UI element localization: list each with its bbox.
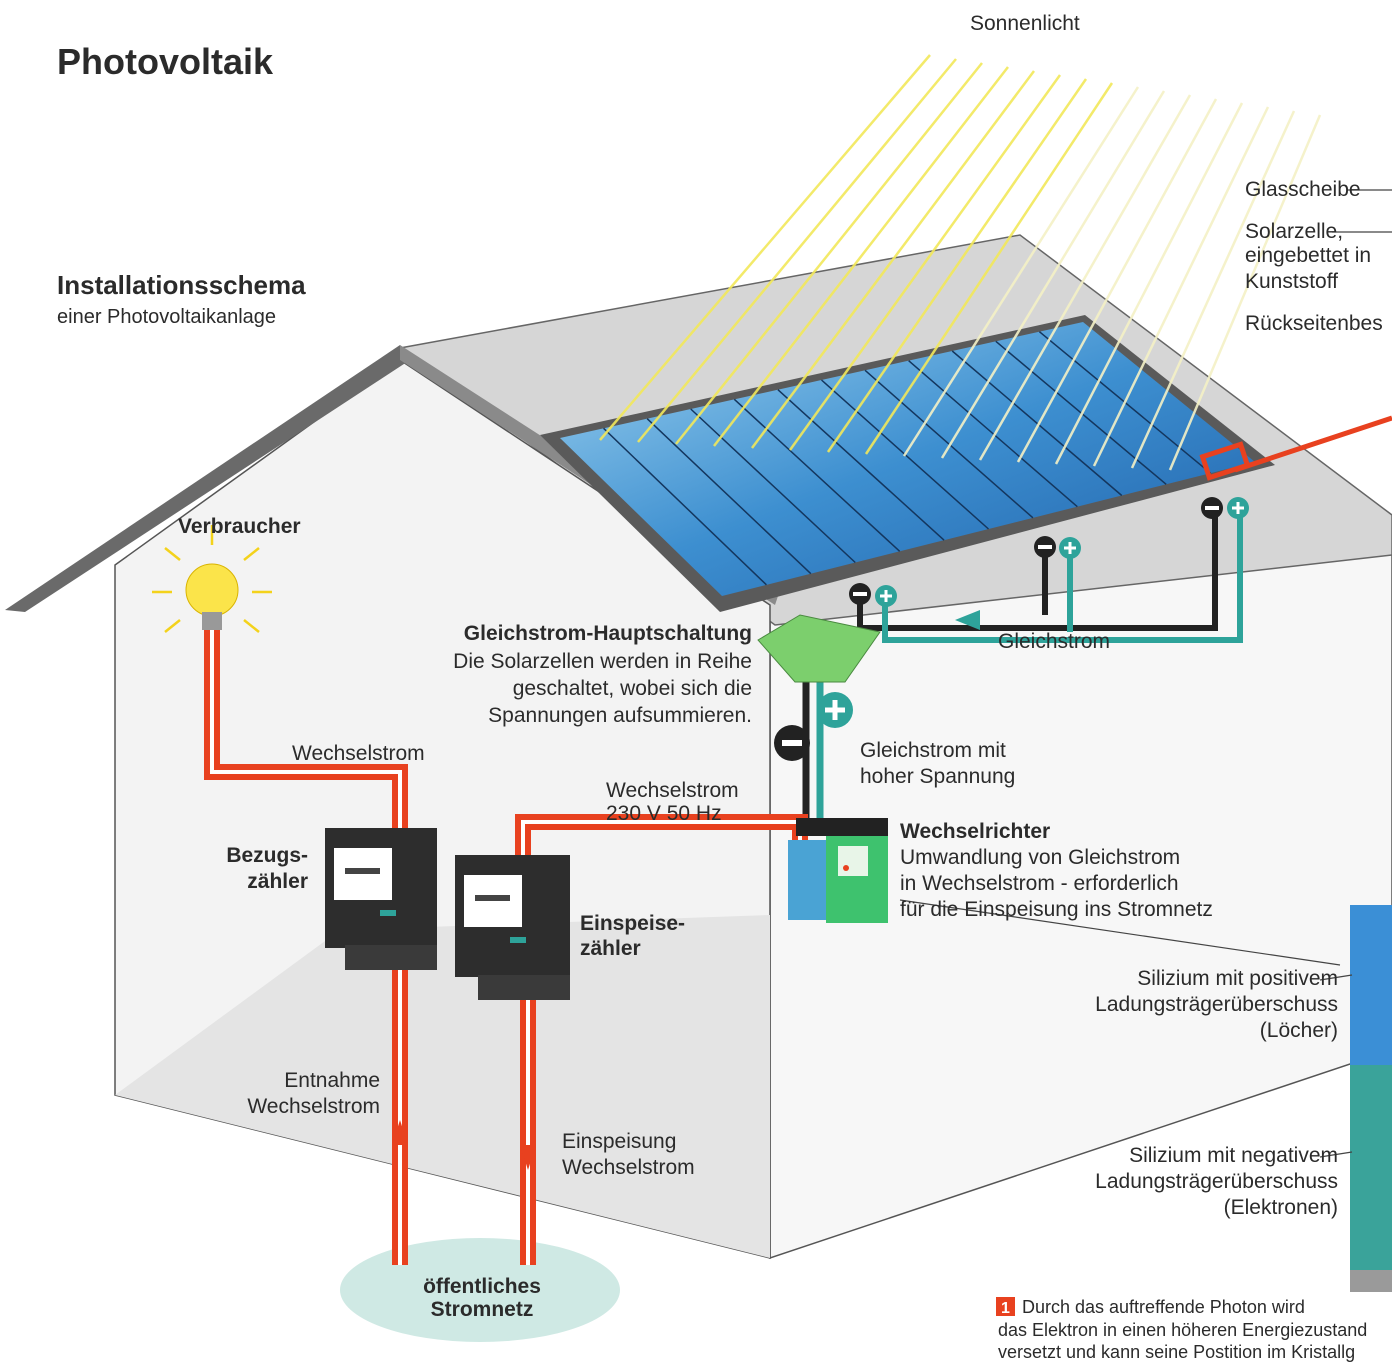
meter-label: zähler (247, 870, 308, 893)
silicon-base (1350, 1270, 1392, 1292)
main-switch-heading: Gleichstrom-Hauptschaltung (464, 622, 752, 645)
silicon-label: (Elektronen) (1224, 1196, 1338, 1219)
inverter-heading: Wechselrichter (900, 820, 1050, 843)
main-switch-text: geschaltet, wobei sich die (513, 677, 752, 700)
inverter-text: in Wechselstrom - erforderlich (900, 872, 1179, 895)
ac-label: Wechselstrom (292, 742, 425, 765)
footnote-text: versetzt und kann seine Postition im Kri… (998, 1342, 1355, 1362)
silicon-label: Ladungsträgerüberschuss (1095, 1170, 1338, 1193)
main-switch-text: Spannungen aufsummieren. (488, 704, 752, 727)
footnote-number: 1 (1001, 1300, 1010, 1317)
page-title: Photovoltaik (57, 41, 274, 82)
main-switch-text: Die Solarzellen werden in Reihe (453, 650, 752, 673)
grid-label: Stromnetz (431, 1298, 534, 1321)
feed-in-label: Einspeisung (562, 1130, 676, 1153)
meter-label: Bezugs- (226, 844, 308, 867)
layer-label: Kunststoff (1245, 270, 1338, 293)
footnote-text: Durch das auftreffende Photon wird (1022, 1297, 1305, 1317)
dc-label: Gleichstrom (998, 630, 1110, 653)
consumer-label: Verbraucher (178, 515, 301, 538)
withdrawal-label: Entnahme (284, 1069, 380, 1092)
silicon-label: (Löcher) (1260, 1019, 1338, 1042)
inverter-text: für die Einspeisung ins Stromnetz (900, 898, 1213, 921)
ac-spec-label: Wechselstrom (606, 779, 739, 802)
high-voltage-label: hoher Spannung (860, 765, 1015, 788)
ac-spec-label: 230 V 50 Hz (606, 802, 722, 825)
diagram: Photovoltaik Sonnenlicht Glasscheibe Sol… (0, 0, 1392, 1362)
high-voltage-label: Gleichstrom mit (860, 739, 1006, 762)
sunlight-label: Sonnenlicht (970, 12, 1080, 35)
page: { "title": "Photovoltaik", "sunlight": "… (0, 0, 1392, 1362)
silicon-label: Silizium mit positivem (1137, 967, 1338, 990)
meter-label: Einspeise- (580, 912, 685, 935)
subtitle-text: einer Photovoltaikanlage (57, 306, 276, 328)
silicon-p (1350, 905, 1392, 1067)
footnote-text: das Elektron in einen höheren Energiezus… (998, 1320, 1367, 1340)
meter-label: zähler (580, 937, 641, 960)
layer-label: Rückseitenbes (1245, 312, 1383, 335)
grid-label: öffentliches (423, 1275, 541, 1298)
silicon-label: Ladungsträgerüberschuss (1095, 993, 1338, 1016)
silicon-label: Silizium mit negativem (1129, 1144, 1338, 1167)
silicon-n (1350, 1065, 1392, 1270)
subtitle-heading: Installationsschema (57, 270, 306, 300)
inverter-device (788, 818, 888, 923)
layer-label: Solarzelle, (1245, 220, 1343, 243)
layer-label: eingebettet in (1245, 244, 1371, 267)
layer-label: Glasscheibe (1245, 178, 1361, 201)
withdrawal-label: Wechselstrom (247, 1095, 380, 1118)
inverter-text: Umwandlung von Gleichstrom (900, 846, 1180, 869)
feed-in-label: Wechselstrom (562, 1156, 695, 1179)
